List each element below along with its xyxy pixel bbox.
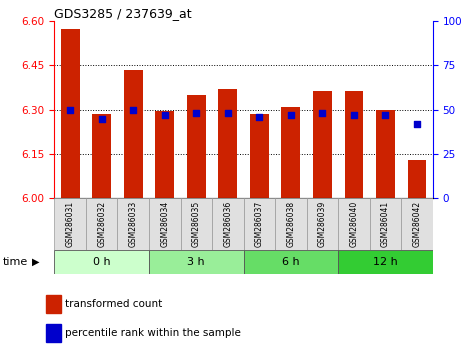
Point (224, 110, 232, 116)
Text: 6 h: 6 h (282, 257, 300, 267)
Bar (149, 250, 244, 274)
Point (193, 110, 200, 116)
Point (130, 107, 137, 113)
Bar (46, 324, 61, 342)
Bar (124, 70, 143, 198)
Text: 3 h: 3 h (187, 257, 205, 267)
Bar (117, 198, 149, 250)
Bar (338, 198, 370, 250)
Bar (86, 198, 117, 250)
Point (66, 107, 74, 113)
Bar (401, 198, 433, 250)
Bar (338, 250, 433, 274)
Bar (187, 95, 206, 198)
Text: GSM286040: GSM286040 (350, 201, 359, 247)
Bar (307, 198, 338, 250)
Text: GSM286035: GSM286035 (192, 201, 201, 247)
Text: GSM286038: GSM286038 (286, 201, 296, 247)
Bar (61, 29, 79, 198)
Point (98, 116, 105, 121)
Bar (212, 198, 244, 250)
Text: GSM286042: GSM286042 (412, 201, 421, 247)
Bar (155, 111, 174, 198)
Text: ▶: ▶ (32, 257, 40, 267)
Point (382, 112, 389, 118)
Text: GSM286031: GSM286031 (66, 201, 75, 247)
Bar (408, 160, 427, 198)
Bar (281, 107, 300, 198)
Text: GSM286033: GSM286033 (129, 201, 138, 247)
Bar (250, 114, 269, 198)
Text: time: time (2, 257, 27, 267)
Text: GSM286041: GSM286041 (381, 201, 390, 247)
Bar (149, 198, 181, 250)
Point (413, 121, 421, 127)
Bar (54, 250, 149, 274)
Bar (370, 198, 401, 250)
Point (287, 112, 295, 118)
Bar (244, 250, 338, 274)
Text: transformed count: transformed count (65, 299, 162, 309)
Text: percentile rank within the sample: percentile rank within the sample (65, 328, 241, 338)
Text: GDS3285 / 237639_at: GDS3285 / 237639_at (54, 7, 192, 20)
Bar (275, 198, 307, 250)
Text: GSM286036: GSM286036 (223, 201, 232, 247)
Point (319, 110, 326, 116)
Point (350, 112, 358, 118)
Text: 12 h: 12 h (373, 257, 398, 267)
Text: 0 h: 0 h (93, 257, 111, 267)
Point (161, 112, 168, 118)
Text: GSM286032: GSM286032 (97, 201, 106, 247)
Bar (46, 295, 61, 314)
Bar (181, 198, 212, 250)
Bar (244, 198, 275, 250)
Text: GSM286037: GSM286037 (255, 201, 264, 247)
Bar (219, 89, 237, 198)
Bar (92, 114, 111, 198)
Bar (313, 91, 332, 198)
Text: GSM286039: GSM286039 (318, 201, 327, 247)
Text: GSM286034: GSM286034 (160, 201, 169, 247)
Bar (54, 198, 86, 250)
Point (255, 114, 263, 120)
Bar (376, 110, 395, 198)
Bar (344, 91, 363, 198)
